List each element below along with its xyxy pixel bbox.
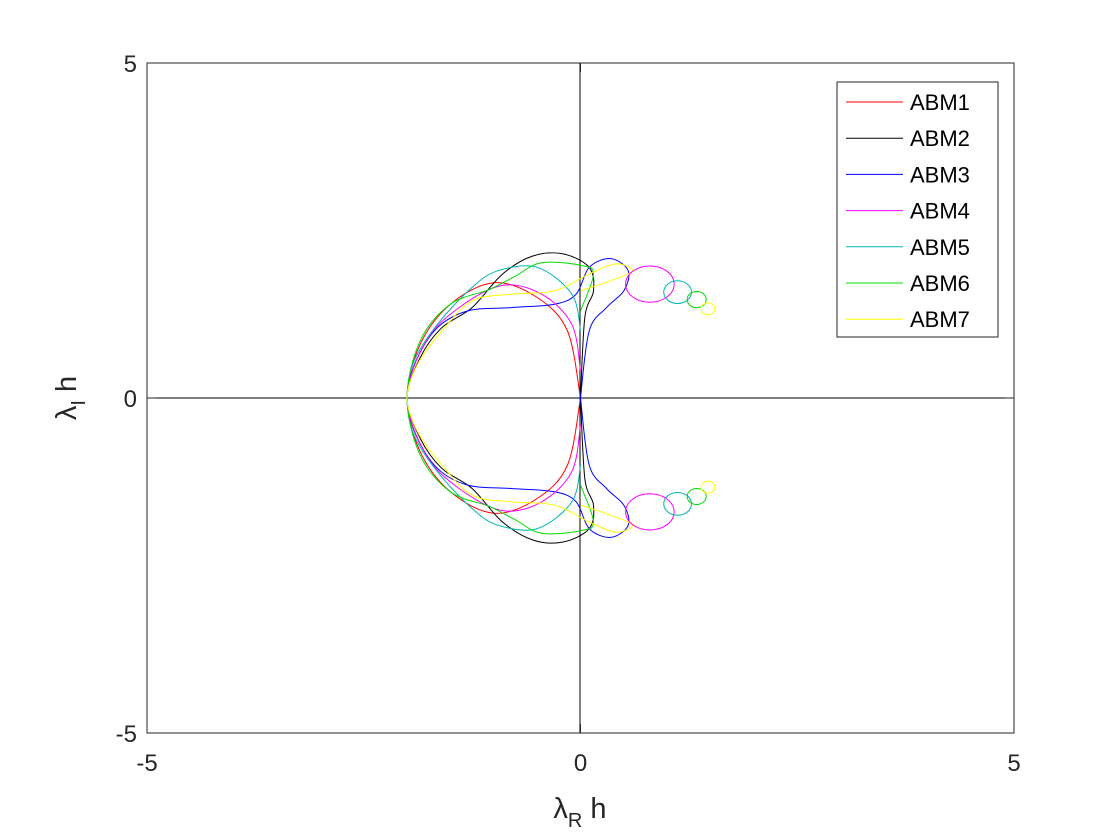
- lobe-abm6-lower: [686, 487, 707, 506]
- lobe-abm4-upper: [625, 265, 675, 303]
- series-layer: [406, 252, 716, 544]
- legend-box: [836, 81, 999, 338]
- x-axis-label: λR h: [553, 793, 606, 832]
- y-tick-label: -5: [116, 721, 137, 748]
- lobe-abm7-upper: [700, 302, 716, 316]
- x-tick-label: 5: [1007, 750, 1020, 777]
- series-line-abm7: [406, 263, 633, 533]
- lobe-abm5-lower: [663, 491, 692, 516]
- legend: ABM1 ABM2 ABM3 ABM4 ABM5 ABM6 ABM7: [836, 81, 999, 338]
- legend-label-abm7: ABM7: [910, 307, 970, 332]
- lobe-abm5-upper: [663, 280, 692, 305]
- y-tick-label: 0: [124, 386, 137, 413]
- y-axis-label: λI h: [51, 376, 90, 420]
- lobe-abm7-lower: [700, 480, 716, 494]
- legend-label-abm3: ABM3: [910, 162, 970, 187]
- legend-label-abm4: ABM4: [910, 199, 970, 224]
- x-tick-label: 0: [574, 750, 587, 777]
- lobe-abm6-upper: [686, 290, 707, 309]
- legend-label-abm5: ABM5: [910, 235, 970, 260]
- legend-label-abm1: ABM1: [910, 90, 970, 115]
- y-tick-label: 5: [124, 51, 137, 78]
- legend-label-abm2: ABM2: [910, 126, 970, 151]
- x-tick-label: -5: [136, 750, 157, 777]
- lobe-abm4-lower: [625, 493, 675, 531]
- tick-layer: -5 0 5 -5 0 5: [116, 51, 1021, 777]
- legend-label-abm6: ABM6: [910, 271, 970, 296]
